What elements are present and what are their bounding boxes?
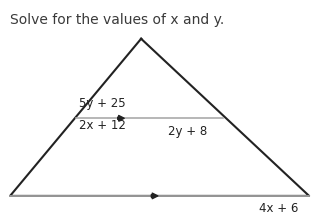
Text: 4x + 6: 4x + 6 xyxy=(259,202,298,215)
Text: 2y + 8: 2y + 8 xyxy=(168,125,207,138)
Text: Solve for the values of x and y.: Solve for the values of x and y. xyxy=(10,13,224,27)
Text: 2x + 12: 2x + 12 xyxy=(79,119,126,132)
Text: 5y + 25: 5y + 25 xyxy=(79,97,126,110)
